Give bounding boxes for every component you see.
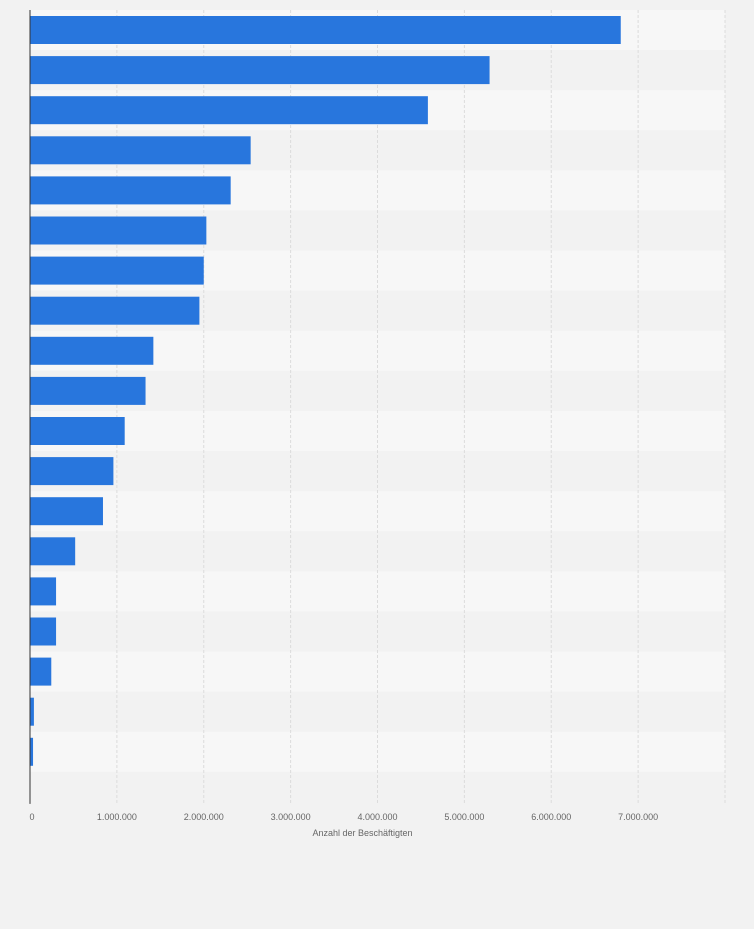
bar[interactable] — [30, 497, 103, 526]
bar[interactable] — [30, 457, 114, 486]
x-tick-label: 0 — [29, 812, 34, 822]
bar[interactable] — [30, 256, 204, 285]
x-tick-label: 5.000.000 — [444, 812, 484, 822]
bar[interactable] — [30, 376, 146, 405]
bar[interactable] — [30, 216, 207, 245]
bar[interactable] — [30, 417, 125, 445]
bar[interactable] — [30, 336, 154, 365]
bar[interactable] — [30, 296, 200, 325]
x-tick-label: 6.000.000 — [531, 812, 571, 822]
bar[interactable] — [30, 136, 251, 165]
bar[interactable] — [30, 16, 621, 44]
bar[interactable] — [30, 96, 428, 125]
x-tick-label: 7.000.000 — [618, 812, 658, 822]
x-axis-title: Anzahl der Beschäftigten — [312, 828, 412, 838]
bar[interactable] — [30, 657, 52, 686]
bar[interactable] — [30, 577, 57, 606]
x-tick-label: 3.000.000 — [271, 812, 311, 822]
bar[interactable] — [30, 176, 231, 205]
bar[interactable] — [30, 537, 76, 566]
x-tick-label: 2.000.000 — [184, 812, 224, 822]
bar[interactable] — [30, 617, 57, 646]
bar[interactable] — [30, 56, 490, 85]
x-tick-label: 1.000.000 — [97, 812, 137, 822]
bar[interactable] — [30, 697, 34, 726]
x-tick-label: 4.000.000 — [357, 812, 397, 822]
x-axis-ticks: 0 1.000.000 2.000.000 3.000.000 4.000.000 5.0… — [29, 812, 658, 822]
bar[interactable] — [30, 737, 34, 766]
bar-series — [30, 16, 621, 766]
